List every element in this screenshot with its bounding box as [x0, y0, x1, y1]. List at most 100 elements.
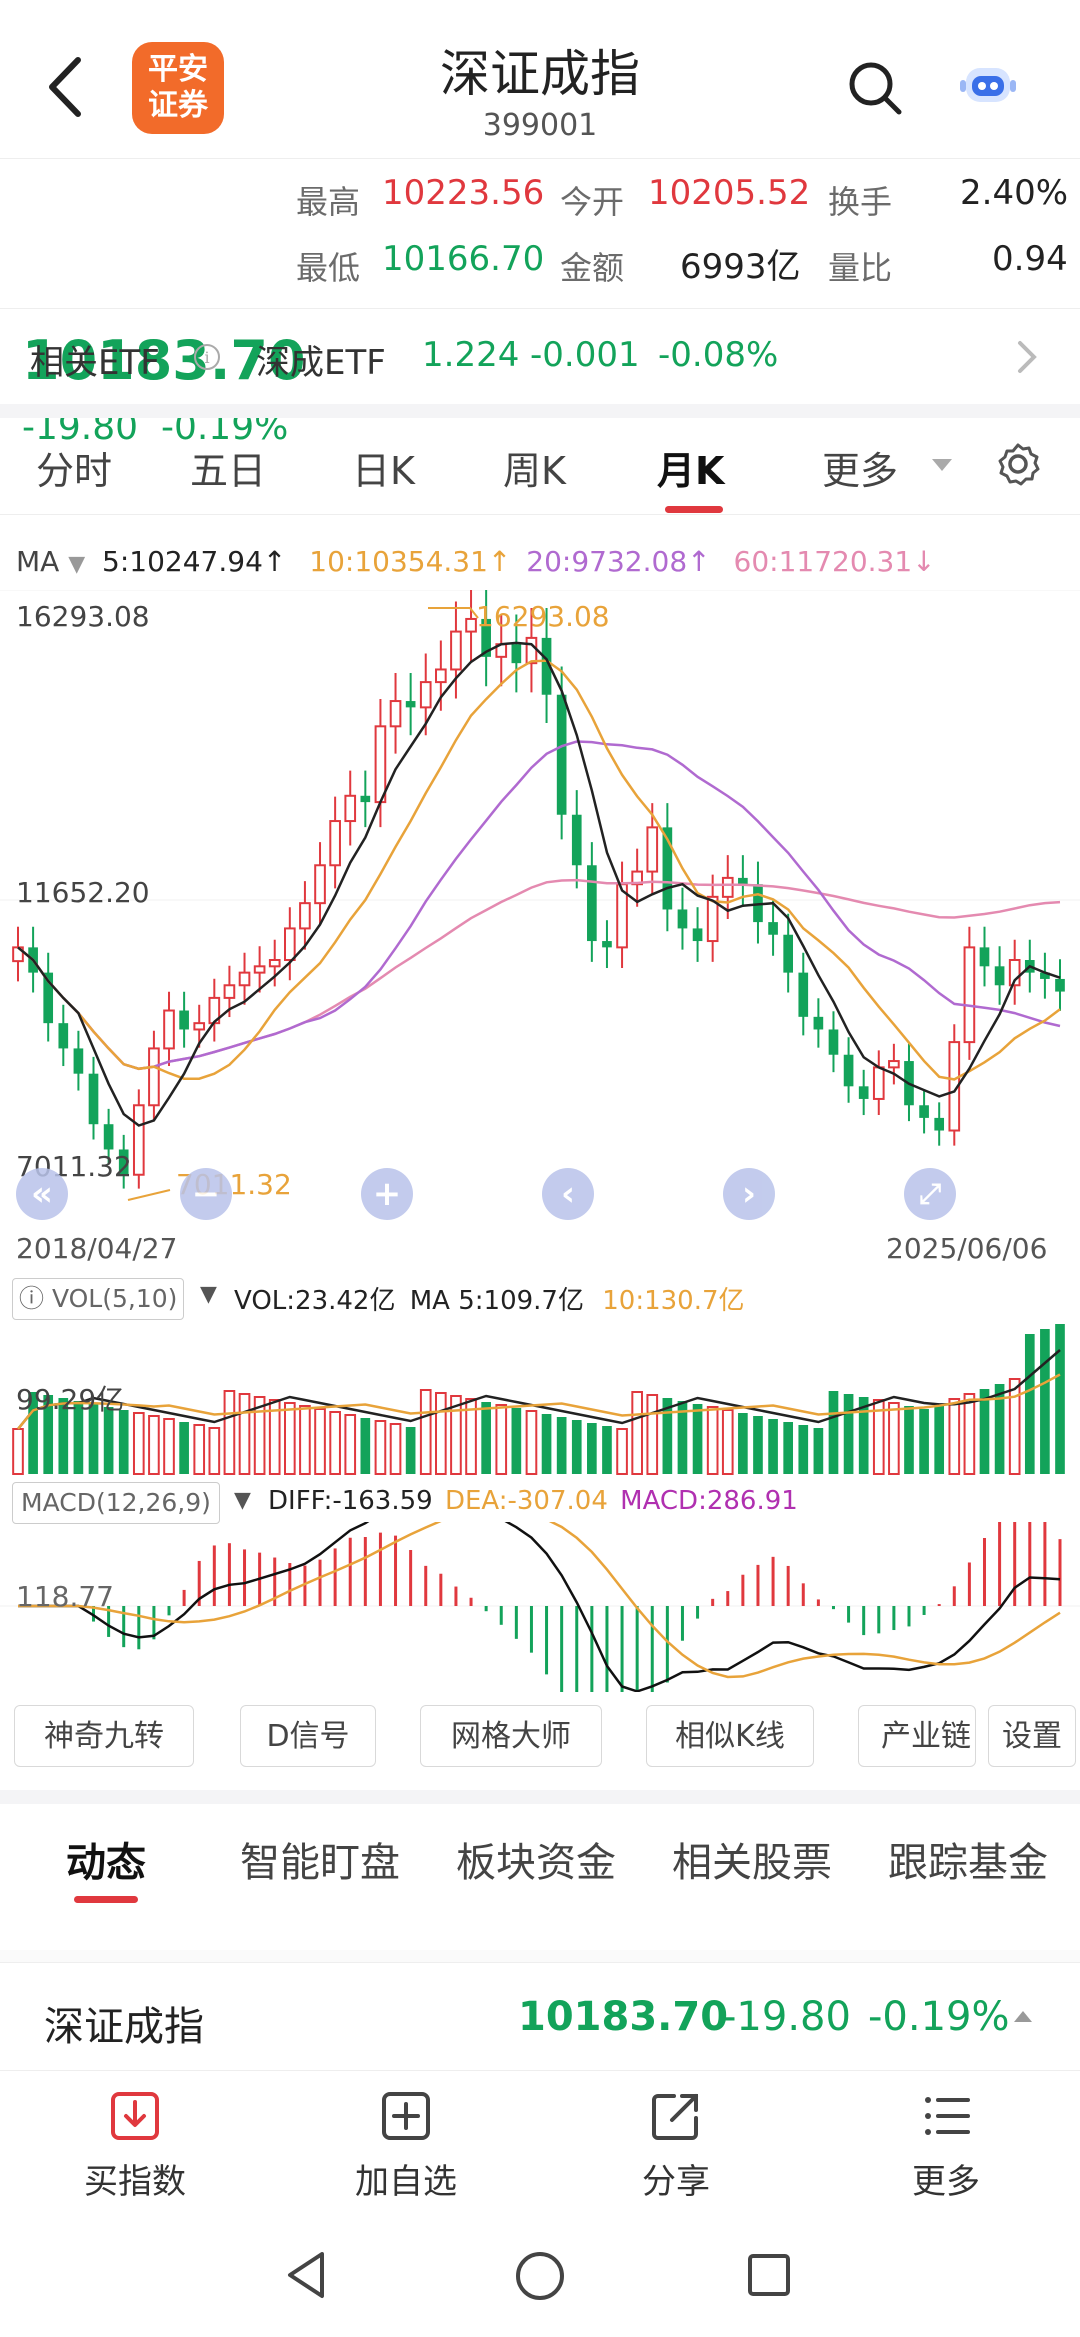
volume-bar: [979, 1389, 990, 1474]
macd-y-label: 118.77: [16, 1580, 114, 1613]
collapse-up-icon[interactable]: [1012, 2008, 1034, 2024]
vol-indicator-selector[interactable]: ⓘ VOL(5,10): [12, 1278, 185, 1320]
amount-value: 6993亿: [680, 247, 801, 287]
tab-five-day[interactable]: 五日: [190, 449, 267, 493]
svg-text:i: i: [204, 348, 209, 367]
volume-bar: [88, 1404, 99, 1474]
tab-sector-flow[interactable]: 板块资金: [456, 1840, 616, 1886]
volume-bar: [329, 1411, 341, 1475]
open-label: 今开: [560, 183, 625, 221]
tool-d-signal[interactable]: D信号: [240, 1705, 376, 1767]
low-value: 10166.70: [382, 239, 545, 279]
candle-body: [511, 644, 522, 664]
tool-grid-master[interactable]: 网格大师: [420, 1705, 602, 1767]
candle-body: [329, 820, 341, 867]
tab-weekly-k[interactable]: 周K: [503, 449, 566, 493]
caret-down-icon[interactable]: ▼: [68, 552, 86, 577]
date-end: 2025/06/06: [886, 1232, 1048, 1265]
caret-down-icon[interactable]: ▼: [200, 1282, 217, 1307]
volume-bar: [405, 1427, 416, 1474]
candle-body: [238, 971, 251, 987]
volume-bar: [813, 1428, 824, 1474]
search-icon[interactable]: [845, 58, 905, 118]
volume-bar: [193, 1424, 206, 1475]
tab-daily-k[interactable]: 日K: [352, 449, 415, 493]
candle-body: [344, 794, 357, 823]
ai-assistant-icon[interactable]: [960, 60, 1016, 110]
scroll-right-icon[interactable]: ›: [723, 1168, 775, 1220]
volume-chart[interactable]: [0, 1318, 1080, 1478]
volume-bar: [872, 1399, 885, 1475]
divider: [0, 1950, 1080, 1962]
etf-change: -0.001: [530, 335, 640, 375]
ticker-price: 10183.70: [518, 1994, 729, 2040]
volume-bar: [374, 1420, 387, 1475]
dropdown-caret-icon[interactable]: [930, 456, 954, 474]
related-etf-row[interactable]: 相关ETF i 深成ETF 1.224 -0.001 -0.08%: [0, 308, 1080, 406]
volratio-value: 0.94: [992, 239, 1068, 279]
volume-bar: [103, 1407, 114, 1474]
volume-bar: [525, 1410, 538, 1475]
add-watchlist-icon[interactable]: [378, 2088, 434, 2144]
candle-body: [73, 1048, 84, 1074]
tool-industry-chain[interactable]: 产业链: [858, 1705, 976, 1767]
tab-smart-watch[interactable]: 智能盯盘: [240, 1840, 400, 1886]
nav-home-icon[interactable]: [514, 2250, 566, 2302]
scroll-left-icon[interactable]: ‹: [542, 1168, 594, 1220]
dea-line: [18, 1522, 1061, 1679]
tool-magic-nine[interactable]: 神奇九转: [14, 1705, 194, 1767]
y-axis-mid: 11652.20: [16, 876, 150, 909]
volume-bar: [888, 1402, 900, 1475]
volume-bar: [481, 1402, 491, 1474]
volume-bar: [994, 1384, 1005, 1474]
caret-down-icon[interactable]: ▼: [234, 1488, 251, 1513]
tool-settings[interactable]: 设置: [988, 1705, 1076, 1767]
buy-index-label[interactable]: 买指数: [84, 2162, 186, 2202]
candle-body: [435, 668, 447, 684]
macd-chart[interactable]: [0, 1522, 1080, 1692]
more-menu-icon[interactable]: [918, 2088, 974, 2144]
tab-monthly-k[interactable]: 月K: [657, 449, 725, 493]
buy-index-icon[interactable]: [107, 2088, 163, 2144]
candle-body: [571, 814, 582, 866]
ticker-row[interactable]: [0, 1962, 1080, 2071]
info-icon: ⓘ: [19, 1284, 52, 1313]
vol-legend: VOL:23.42亿 MA 5:109.7亿 10:130.7亿: [234, 1286, 745, 1316]
nav-back-icon[interactable]: [284, 2250, 328, 2300]
ticker-change: -19.80: [722, 1994, 851, 2040]
etf-price: 1.224: [422, 335, 520, 375]
tab-intraday[interactable]: 分时: [36, 449, 113, 493]
macd-indicator-selector[interactable]: MACD(12,26,9): [12, 1482, 220, 1524]
zoom-in-icon[interactable]: +: [361, 1168, 413, 1220]
candle-body: [919, 1105, 929, 1118]
zoom-out-icon[interactable]: −: [180, 1168, 232, 1220]
back-arrow-icon[interactable]: [40, 52, 90, 122]
tab-related-stocks[interactable]: 相关股票: [672, 1840, 832, 1886]
candle-body: [103, 1124, 114, 1150]
candle-body: [314, 864, 326, 905]
volume-bar: [706, 1406, 719, 1475]
tab-tracking-funds[interactable]: 跟踪基金: [888, 1840, 1048, 1886]
tab-more[interactable]: 更多: [822, 449, 899, 493]
max-price-label: 16293.08: [476, 600, 610, 633]
more-label[interactable]: 更多: [912, 2162, 980, 2202]
share-label[interactable]: 分享: [642, 2162, 710, 2202]
scroll-start-icon[interactable]: «: [16, 1168, 68, 1220]
fullscreen-icon[interactable]: ⤢: [904, 1168, 956, 1220]
quote-panel: 10183.70 -19.80 -0.19% 最高 10223.56 最低 10…: [0, 158, 1080, 448]
nav-recents-icon[interactable]: [746, 2252, 792, 2298]
add-watchlist-label[interactable]: 加自选: [355, 2162, 457, 2202]
candle-body: [706, 895, 719, 943]
kline-chart[interactable]: [0, 590, 1080, 1210]
info-icon[interactable]: i: [192, 342, 222, 372]
tool-similar-k[interactable]: 相似K线: [646, 1705, 814, 1767]
ma-label[interactable]: MA: [16, 545, 60, 578]
page-title: 深证成指: [440, 45, 640, 103]
broker-logo: 平安 证券: [132, 42, 224, 134]
candle-body: [662, 827, 673, 910]
share-icon[interactable]: [648, 2088, 704, 2144]
tab-news[interactable]: 动态: [66, 1840, 146, 1886]
gear-icon[interactable]: [994, 440, 1042, 488]
volume-bar: [465, 1398, 477, 1475]
volume-bar: [344, 1414, 357, 1475]
